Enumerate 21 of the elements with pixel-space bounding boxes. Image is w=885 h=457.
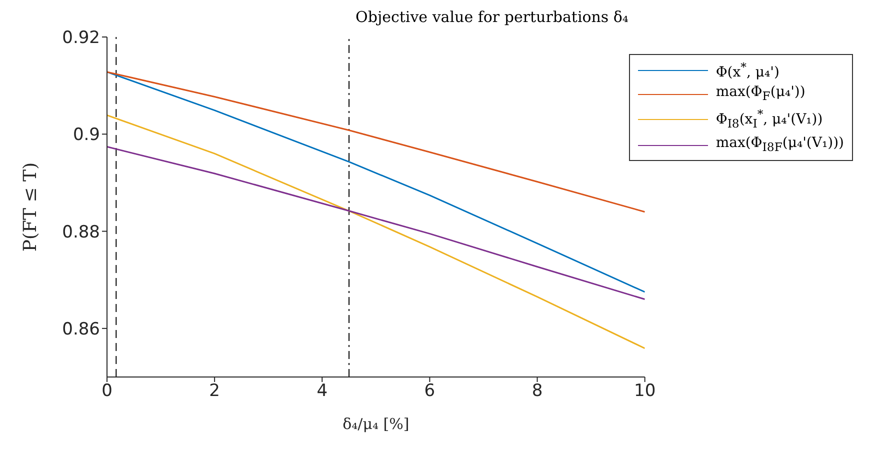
- x-tick-label: 8: [532, 381, 543, 402]
- y-tick-label: 0.88: [62, 222, 100, 242]
- x-axis-title: δ₄/μ₄ [%]: [342, 415, 410, 433]
- legend-label: Φ$_{I8}$(x$_{I}$$^{*}$, μ₄'(V₁)): [716, 106, 823, 133]
- y-axis-title: P(FT ≤ T): [20, 162, 41, 252]
- x-tick-label: 6: [424, 381, 436, 402]
- line-series: [107, 114, 645, 350]
- x-tick-label: 2: [209, 381, 220, 402]
- y-tick-label: 0.9: [72, 125, 100, 146]
- x-tick-label: 4: [316, 381, 328, 402]
- legend-label: Φ(x$^{*}$, μ₄'): [716, 59, 780, 83]
- x-tick-label: 0: [102, 381, 112, 402]
- y-tick-label: 0.86: [62, 319, 100, 340]
- legend-label: max(Φ$_{I8F}$(μ₄'(V₁))): [716, 134, 844, 156]
- line-series: [107, 146, 645, 300]
- line-series: [107, 71, 645, 293]
- line-series: [107, 71, 645, 213]
- x-tick-label: 10: [634, 381, 656, 402]
- y-tick-label: 0.92: [62, 28, 100, 48]
- legend-label: max(Φ$_{F}$(μ₄')): [716, 82, 806, 104]
- chart-title: Objective value for perturbations δ₄: [354, 8, 630, 26]
